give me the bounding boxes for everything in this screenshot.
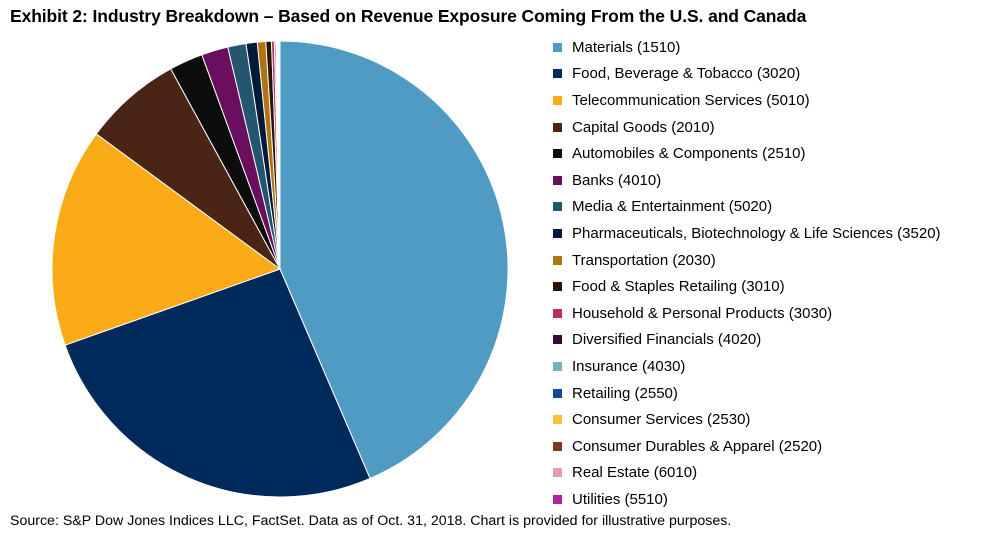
legend-label: Food, Beverage & Tobacco (3020) <box>572 65 801 83</box>
legend-swatch <box>553 335 562 345</box>
legend-item: Media & Entertainment (5020) <box>553 194 941 221</box>
legend-item: Insurance (4030) <box>553 353 941 380</box>
legend-swatch <box>553 149 562 159</box>
legend-swatch <box>553 388 562 398</box>
legend-swatch <box>553 494 562 504</box>
legend: Materials (1510) Food, Beverage & Tobacco… <box>553 34 941 513</box>
legend-swatch <box>553 361 562 371</box>
legend-item: Food, Beverage & Tobacco (3020) <box>553 61 941 88</box>
legend-label: Utilities (5510) <box>572 490 668 508</box>
legend-swatch <box>553 95 562 105</box>
legend-label: Automobiles & Components (2510) <box>572 145 806 163</box>
legend-swatch <box>553 441 562 451</box>
legend-item: Telecommunication Services (5010) <box>553 87 941 114</box>
legend-swatch <box>553 69 562 79</box>
pie-slice-18 <box>278 40 281 270</box>
pie-slice-3 <box>51 133 282 346</box>
pie-slice-1 <box>279 40 509 480</box>
source-note: Source: S&P Dow Jones Indices LLC, FactS… <box>10 513 732 529</box>
legend-swatch <box>553 282 562 292</box>
legend-label: Telecommunication Services (5010) <box>572 91 810 109</box>
legend-label: Household & Personal Products (3030) <box>572 304 833 322</box>
legend-swatch <box>553 42 562 52</box>
legend-swatch <box>553 202 562 212</box>
legend-item: Materials (1510) <box>553 34 941 61</box>
legend-label: Media & Entertainment (5020) <box>572 198 773 216</box>
legend-swatch <box>553 228 562 238</box>
legend-label: Consumer Durables & Apparel (2520) <box>572 437 823 455</box>
legend-label: Insurance (4030) <box>572 357 686 375</box>
legend-label: Food & Staples Retailing (3010) <box>572 278 785 296</box>
pie-slice-2 <box>64 268 371 498</box>
legend-label: Diversified Financials (4020) <box>572 331 762 349</box>
legend-swatch <box>553 415 562 425</box>
legend-item: Capital Goods (2010) <box>553 114 941 141</box>
chart-title: Exhibit 2: Industry Breakdown – Based on… <box>10 6 807 26</box>
legend-label: Real Estate (6010) <box>572 464 698 482</box>
legend-item: Diversified Financials (4020) <box>553 327 941 354</box>
legend-item: Food & Staples Retailing (3010) <box>553 273 941 300</box>
legend-swatch <box>553 468 562 478</box>
legend-item: Real Estate (6010) <box>553 460 941 487</box>
legend-label: Consumer Services (2530) <box>572 411 751 429</box>
legend-label: Pharmaceuticals, Biotechnology & Life Sc… <box>572 224 941 242</box>
legend-item: Consumer Services (2530) <box>553 406 941 433</box>
legend-item: Retailing (2550) <box>553 380 941 407</box>
legend-item: Banks (4010) <box>553 167 941 194</box>
legend-item: Transportation (2030) <box>553 247 941 274</box>
legend-label: Transportation (2030) <box>572 251 716 269</box>
legend-swatch <box>553 308 562 318</box>
legend-item: Household & Personal Products (3030) <box>553 300 941 327</box>
legend-swatch <box>553 122 562 132</box>
pie-svg <box>51 40 509 498</box>
legend-item: Utilities (5510) <box>553 486 941 513</box>
legend-swatch <box>553 255 562 265</box>
legend-item: Automobiles & Components (2510) <box>553 140 941 167</box>
pie-chart <box>45 38 515 503</box>
legend-swatch <box>553 175 562 185</box>
legend-label: Capital Goods (2010) <box>572 118 715 136</box>
legend-label: Banks (4010) <box>572 171 662 189</box>
legend-label: Materials (1510) <box>572 38 681 56</box>
legend-item: Consumer Durables & Apparel (2520) <box>553 433 941 460</box>
legend-label: Retailing (2550) <box>572 384 678 402</box>
legend-item: Pharmaceuticals, Biotechnology & Life Sc… <box>553 220 941 247</box>
